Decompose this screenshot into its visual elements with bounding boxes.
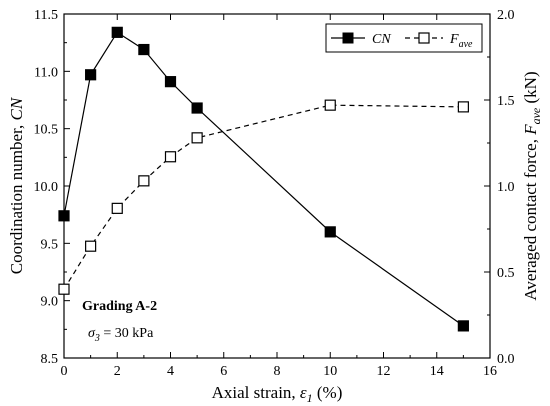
legend-fave-label: Fave: [449, 32, 473, 50]
y-left-tick-label: 9.0: [41, 295, 59, 310]
y-right-axis-title: Averaged contact force, Fave (kN): [521, 71, 543, 300]
cn-point: [191, 102, 203, 114]
legend-cn-marker: [342, 32, 354, 44]
y-left-tick-label: 10.5: [34, 123, 59, 138]
x-tick-label: 16: [483, 364, 497, 379]
y-left-tick-label: 11.5: [34, 8, 58, 23]
series-cn-line: [63, 31, 464, 327]
sigma-sym: σ: [88, 326, 96, 341]
fave-point: [85, 240, 97, 252]
y-right-title-post: (kN): [521, 71, 540, 107]
y-right-tick-label: 1.5: [497, 94, 515, 109]
y-right-tick-label: 0.0: [497, 352, 515, 367]
x-tick-label: 4: [167, 364, 174, 379]
x-title-sym: ε: [300, 383, 307, 402]
cn-point: [457, 320, 469, 332]
x-tick-label: 8: [274, 364, 281, 379]
x-tick-label: 10: [323, 364, 337, 379]
y-left-tick-label: 11.0: [34, 65, 58, 80]
fave-point: [191, 132, 203, 144]
y-left-tick-label: 8.5: [41, 352, 59, 367]
cn-point: [85, 69, 97, 81]
x-tick-label: 2: [114, 364, 121, 379]
legend-cn-label: CN: [372, 32, 391, 47]
cn-point: [58, 210, 70, 222]
series-fave-line: [63, 104, 464, 290]
series: [58, 26, 469, 332]
x-tick-label: 12: [377, 364, 391, 379]
fave-point: [58, 283, 70, 295]
cn-point: [324, 226, 336, 238]
x-title-sub: 1: [307, 391, 313, 405]
x-tick-label: 0: [61, 364, 68, 379]
annotation-grading: Grading A-2: [82, 299, 157, 314]
fave-point: [111, 202, 123, 214]
y-left-title-text: Coordination number,: [7, 120, 26, 274]
y-right-title-sub: ave: [529, 107, 543, 124]
x-tick-label: 6: [220, 364, 227, 379]
y-left-axis-title: Coordination number, CN: [7, 96, 26, 274]
cn-point: [138, 43, 150, 56]
cn-point: [164, 76, 177, 88]
fave-point: [164, 151, 177, 163]
legend-fave-marker: [418, 32, 430, 44]
x-title-pre: Axial strain,: [212, 383, 300, 402]
legend-fave-sub: ave: [459, 39, 473, 50]
sigma-rest: = 30 kPa: [100, 326, 154, 341]
annotation-sigma: σ3 = 30 kPa: [88, 326, 154, 344]
x-tick-label: 14: [430, 364, 444, 379]
y-right-tick-label: 2.0: [497, 8, 515, 23]
fave-point: [457, 101, 469, 113]
y-right-title-pre: Averaged contact force,: [521, 135, 540, 301]
fave-point: [138, 175, 150, 187]
legend: CN Fave: [325, 23, 483, 53]
legend-fave-sym: F: [449, 32, 459, 47]
cn-point: [111, 26, 123, 38]
y-left-tick-label: 10.0: [34, 180, 59, 195]
y-left-title-italic: CN: [7, 96, 26, 120]
sigma-sub: 3: [94, 333, 100, 344]
y-right-title-sym: F: [521, 124, 540, 136]
fave-point: [324, 99, 336, 111]
y-right-tick-label: 1.0: [497, 180, 515, 195]
y-right-tick-label: 0.5: [497, 266, 515, 281]
ticks: 0 2 4 6 8 10 12 14 16 8.5 9.0 9.5 10.0 10.5 11.0 11.5 0.…: [34, 8, 515, 379]
x-axis-title: Axial strain, ε1 (%): [212, 383, 343, 405]
y-left-tick-label: 9.5: [41, 237, 59, 252]
x-title-post: (%): [313, 383, 343, 402]
